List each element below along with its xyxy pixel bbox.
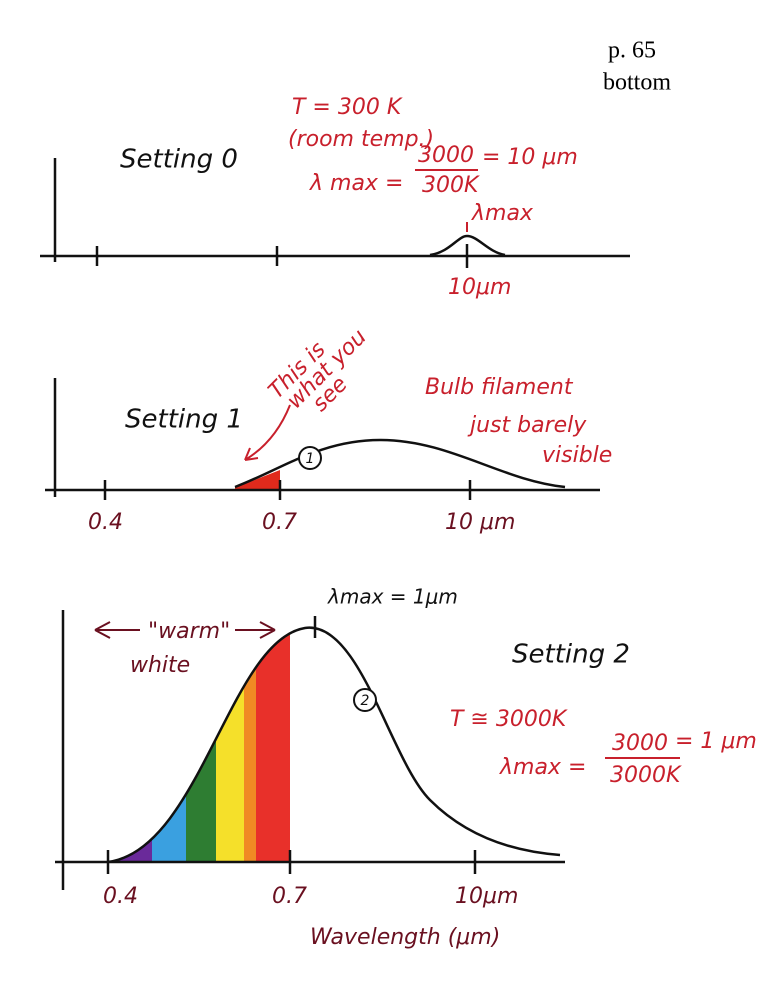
annotation: = 1 μm [675,729,757,754]
annotation: visible [542,443,612,468]
tick-label: 10μm [455,884,518,909]
tick-label: 0.7 [262,510,297,535]
annotation: white [130,653,190,678]
panel-1: Setting 1 This is what you see 1 Bulb fi… [45,325,612,535]
annotation: T = 300 K [292,95,403,120]
marker-label: 1 [306,451,315,467]
marker-circle [353,688,377,712]
setting-label: Setting 0 [120,145,238,175]
page-number: p. 65 [608,38,656,64]
annotation: "warm" [148,619,230,644]
setting-label: Setting 1 [125,405,243,435]
annotation: 3000 [612,731,668,756]
axis-title: Wavelength (μm) [310,925,500,950]
arrows [94,621,276,639]
annotation: just barely [467,413,587,438]
annotation: T ≅ 3000K [450,707,568,732]
tick-label: 0.7 [272,884,307,909]
curve [234,438,566,489]
annotation: Bulb filament [425,375,574,400]
tick-label: 0.4 [103,884,138,909]
tick-label: 0.4 [88,510,123,535]
curve [107,626,561,864]
annotation: λmax = 1μm [327,585,458,609]
annotation: λmax = [499,755,586,780]
annotation: 3000K [610,763,682,788]
annotation: 3000 [418,143,474,168]
marker-label: 2 [361,693,370,709]
setting-label: Setting 2 [512,640,630,670]
panel-0: Setting 0 T = 300 K (room temp.) λ max =… [40,95,630,300]
annotation: 300K [422,173,480,198]
arrow [244,404,291,461]
annotation: = 10 μm [482,145,578,170]
marker-circle [298,446,322,470]
annotation: (room temp.) [288,127,434,152]
annotation: λmax [471,201,534,226]
band [256,628,290,862]
annotation: λ max = [309,171,403,196]
page-section: bottom [603,70,671,96]
band [244,628,256,862]
curve [429,234,506,257]
tick-label: 10μm [448,275,511,300]
visible-fill [235,470,280,490]
tick-label: 10 μm [445,510,515,535]
